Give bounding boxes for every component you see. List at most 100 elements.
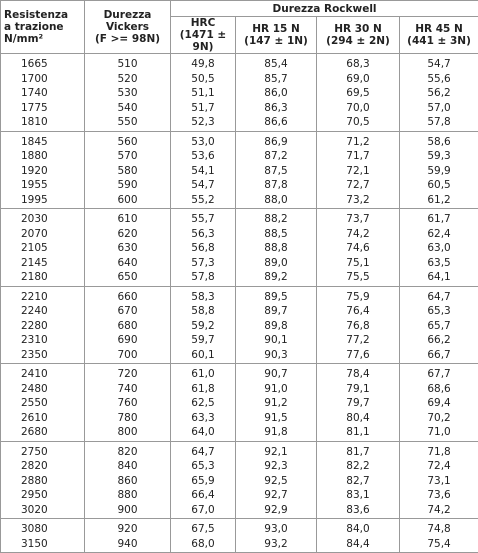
table-cell: 72,1 bbox=[317, 164, 400, 179]
table-cell: 59,2 bbox=[171, 319, 236, 334]
table-cell: 91,5 bbox=[236, 411, 317, 426]
table-cell: 72,7 bbox=[317, 178, 400, 193]
table-cell: 650 bbox=[85, 270, 171, 286]
table-cell: 75,4 bbox=[400, 537, 478, 553]
table-cell: 67,0 bbox=[171, 503, 236, 519]
table-cell: 840 bbox=[85, 459, 171, 474]
table-cell: 82,7 bbox=[317, 474, 400, 489]
table-cell: 85,7 bbox=[236, 72, 317, 87]
table-cell: 50,5 bbox=[171, 72, 236, 87]
table-cell: 54,1 bbox=[171, 164, 236, 179]
table-cell: 3020 bbox=[1, 503, 85, 519]
table-cell: 51,7 bbox=[171, 101, 236, 116]
table-cell: 92,9 bbox=[236, 503, 317, 519]
table-cell: 92,7 bbox=[236, 488, 317, 503]
table-cell: 86,3 bbox=[236, 101, 317, 116]
table-cell: 740 bbox=[85, 382, 171, 397]
table-cell: 83,6 bbox=[317, 503, 400, 519]
table-cell: 72,4 bbox=[400, 459, 478, 474]
table-cell: 66,2 bbox=[400, 333, 478, 348]
table-cell: 2610 bbox=[1, 411, 85, 426]
table-cell: 2105 bbox=[1, 241, 85, 256]
table-cell: 86,6 bbox=[236, 115, 317, 131]
table-cell: 2350 bbox=[1, 348, 85, 364]
table-cell: 82,2 bbox=[317, 459, 400, 474]
header-line: HRC bbox=[171, 17, 235, 29]
table-cell: 57,8 bbox=[171, 270, 236, 286]
table-cell: 2880 bbox=[1, 474, 85, 489]
table-cell: 2240 bbox=[1, 304, 85, 319]
table-cell: 2410 bbox=[1, 364, 85, 382]
table-cell: 90,7 bbox=[236, 364, 317, 382]
table-cell: 52,3 bbox=[171, 115, 236, 131]
table-cell: 70,2 bbox=[400, 411, 478, 426]
table-cell: 760 bbox=[85, 396, 171, 411]
table-cell: 2950 bbox=[1, 488, 85, 503]
table-cell: 77,6 bbox=[317, 348, 400, 364]
table-cell: 610 bbox=[85, 209, 171, 227]
table-cell: 57,0 bbox=[400, 101, 478, 116]
table-cell: 73,7 bbox=[317, 209, 400, 227]
table-cell: 2180 bbox=[1, 270, 85, 286]
table-cell: 49,8 bbox=[171, 54, 236, 72]
table-cell: 1665 bbox=[1, 54, 85, 72]
table-cell: 92,1 bbox=[236, 441, 317, 459]
table-cell: 56,8 bbox=[171, 241, 236, 256]
table-cell: 820 bbox=[85, 441, 171, 459]
table-cell: 3080 bbox=[1, 519, 85, 537]
table-cell: 2680 bbox=[1, 425, 85, 441]
table-cell: 62,4 bbox=[400, 227, 478, 242]
table-cell: 59,9 bbox=[400, 164, 478, 179]
table-cell: 69,4 bbox=[400, 396, 478, 411]
table-cell: 85,4 bbox=[236, 54, 317, 72]
table-cell: 88,8 bbox=[236, 241, 317, 256]
table-cell: 880 bbox=[85, 488, 171, 503]
table-cell: 1955 bbox=[1, 178, 85, 193]
table-cell: 76,8 bbox=[317, 319, 400, 334]
table-cell: 83,1 bbox=[317, 488, 400, 503]
header-line: HR 30 N bbox=[317, 23, 399, 35]
table-cell: 65,9 bbox=[171, 474, 236, 489]
table-cell: 89,5 bbox=[236, 286, 317, 304]
table-cell: 88,5 bbox=[236, 227, 317, 242]
table-cell: 62,5 bbox=[171, 396, 236, 411]
table-cell: 89,2 bbox=[236, 270, 317, 286]
table-cell: 2280 bbox=[1, 319, 85, 334]
table-cell: 53,6 bbox=[171, 149, 236, 164]
table-cell: 590 bbox=[85, 178, 171, 193]
table-cell: 61,8 bbox=[171, 382, 236, 397]
table-cell: 91,2 bbox=[236, 396, 317, 411]
header-line: (294 ± 2N) bbox=[317, 35, 399, 47]
table-cell: 61,2 bbox=[400, 193, 478, 209]
table-cell: 920 bbox=[85, 519, 171, 537]
table-cell: 2480 bbox=[1, 382, 85, 397]
table-cell: 570 bbox=[85, 149, 171, 164]
table-cell: 630 bbox=[85, 241, 171, 256]
header-line: (1471 ± 9N) bbox=[171, 29, 235, 53]
table-cell: 58,8 bbox=[171, 304, 236, 319]
table-cell: 940 bbox=[85, 537, 171, 553]
table-cell: 67,7 bbox=[400, 364, 478, 382]
table-cell: 56,3 bbox=[171, 227, 236, 242]
table-cell: 81,7 bbox=[317, 441, 400, 459]
table-cell: 1880 bbox=[1, 149, 85, 164]
rockwell-header: Durezza Rockwell bbox=[171, 1, 478, 17]
table-cell: 540 bbox=[85, 101, 171, 116]
table-cell: 77,2 bbox=[317, 333, 400, 348]
